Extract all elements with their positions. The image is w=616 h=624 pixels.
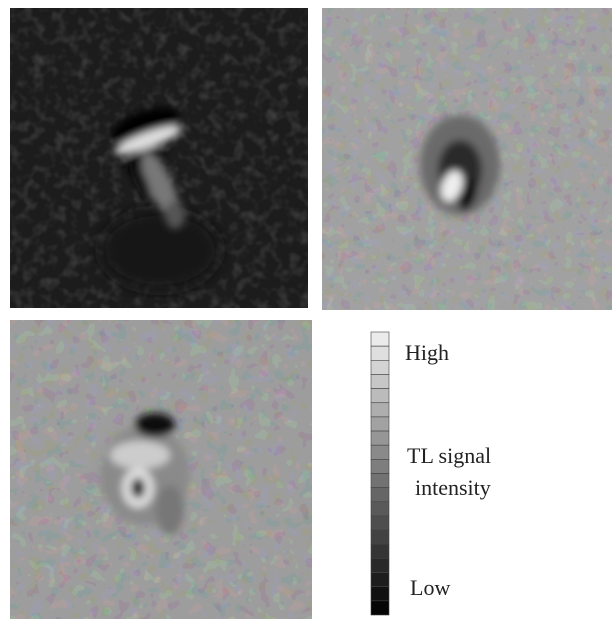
colorbar-step — [371, 417, 389, 431]
image-2 — [322, 8, 612, 310]
colorbar-step — [371, 445, 389, 459]
colorbar-step — [371, 544, 389, 558]
colorbar-step — [371, 360, 389, 374]
colorbar — [371, 332, 389, 615]
colorbar-step — [371, 389, 389, 403]
colorbar-step — [371, 587, 389, 601]
colorbar-step — [371, 573, 389, 587]
legend-label: TL signal — [407, 443, 491, 468]
legend-low: Low — [410, 575, 450, 600]
colorbar-step — [371, 488, 389, 502]
legend-label: intensity — [415, 475, 491, 500]
colorbar-step — [371, 558, 389, 572]
colorbar-step — [371, 403, 389, 417]
figure: High TL signal intensity Low — [0, 0, 616, 619]
colorbar-step — [371, 530, 389, 544]
colorbar-step — [371, 374, 389, 388]
colorbar-step — [371, 601, 389, 615]
colorbar-step — [371, 431, 389, 445]
image-1 — [10, 8, 308, 308]
colorbar-step — [371, 474, 389, 488]
colorbar-step — [371, 502, 389, 516]
colorbar-step — [371, 459, 389, 473]
colorbar-step — [371, 516, 389, 530]
colorbar-step — [371, 346, 389, 360]
colorbar-step — [371, 332, 389, 346]
image-3 — [10, 320, 312, 619]
legend-high: High — [405, 340, 449, 365]
